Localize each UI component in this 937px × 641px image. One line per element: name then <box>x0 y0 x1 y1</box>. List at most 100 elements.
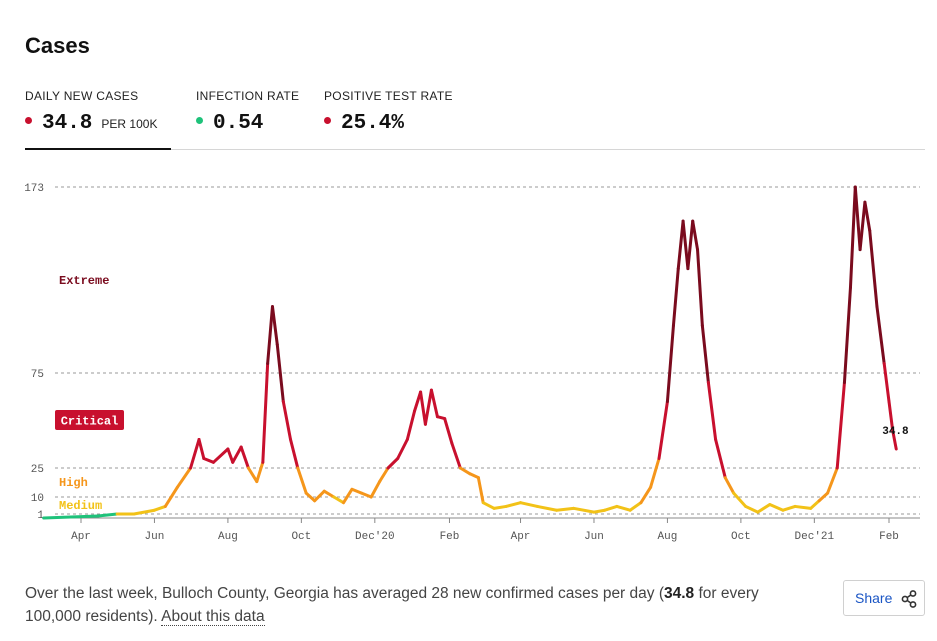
x-tick-label: Dec'20 <box>355 531 395 543</box>
series-segment <box>863 200 872 233</box>
series-segment <box>732 491 748 508</box>
series-segment <box>304 491 317 503</box>
series-segment <box>332 495 346 505</box>
series-segment <box>197 438 206 460</box>
series-segment <box>657 400 669 460</box>
series-segment <box>281 400 293 441</box>
series-segment <box>671 267 680 328</box>
series-segment <box>686 219 695 271</box>
tab-infection-rate[interactable]: INFECTION RATE 0.54 <box>196 80 306 150</box>
x-tick-label: Apr <box>511 531 531 543</box>
series-segment <box>266 305 274 366</box>
summary-highlight: 34.8 <box>664 585 695 602</box>
summary-text: Over the last week, Bulloch County, Geor… <box>25 582 815 628</box>
series-segment <box>875 305 886 366</box>
series-segment <box>535 504 559 512</box>
series-segment <box>152 504 167 512</box>
series-segment <box>781 504 797 512</box>
series-segment <box>519 501 539 508</box>
series-segment <box>405 409 417 441</box>
series-segment <box>868 229 879 309</box>
series-segment <box>386 457 400 470</box>
series-segment <box>696 248 704 328</box>
series-segment <box>891 428 898 451</box>
series-segment <box>842 286 852 384</box>
series-segment <box>681 219 690 271</box>
series-segment <box>468 472 480 480</box>
share-button[interactable]: Share <box>843 580 925 616</box>
series-segment <box>615 504 632 512</box>
series-segment <box>231 445 243 464</box>
level-label-high: High <box>59 476 88 490</box>
x-tick-label: Apr <box>71 531 91 543</box>
series-segment <box>255 460 265 484</box>
about-data-link[interactable]: About this data <box>161 608 265 626</box>
x-tick-label: Jun <box>145 531 165 543</box>
series-segment <box>275 343 285 403</box>
level-badge-critical <box>55 410 124 430</box>
series-segment <box>450 441 462 470</box>
series-segment <box>756 503 772 514</box>
y-tick-label: 75 <box>31 369 44 381</box>
series-segment <box>592 508 607 514</box>
series-segment <box>882 362 891 403</box>
series-segment <box>853 185 862 252</box>
series-segment <box>481 501 496 510</box>
level-label-medium: Medium <box>59 499 102 513</box>
series-segment <box>132 508 156 516</box>
series-segment <box>700 324 710 384</box>
tab-positive-test-rate[interactable]: POSITIVE TEST RATE 25.4% <box>324 80 459 150</box>
series-segment <box>423 388 433 426</box>
series-segment <box>492 504 508 510</box>
tab-label: DAILY NEW CASES <box>25 89 139 103</box>
series-segment <box>723 476 736 495</box>
series-segment <box>360 491 373 499</box>
x-tick-label: Oct <box>731 531 751 543</box>
latest-value-label: 34.8 <box>882 426 909 438</box>
series-segment <box>443 417 454 445</box>
series-segment <box>628 501 643 512</box>
series-segment <box>504 501 523 508</box>
series-segment <box>189 438 201 470</box>
series-segment <box>202 457 215 464</box>
series-segment <box>313 489 326 503</box>
y-tick-label: 173 <box>24 183 44 195</box>
series-segment <box>270 305 279 347</box>
cases-chart: 1 10 25 75 173 Apr Jun Aug Oct Dec'20 Feb Apr Jun Aug… <box>24 183 920 543</box>
series-segment <box>665 324 675 403</box>
series-segment <box>322 489 336 499</box>
summary-after: for every 100,000 residents). <box>25 585 759 625</box>
metric-tabs: DAILY NEW CASES 34.8 PER 100K INFECTION … <box>25 80 925 150</box>
x-tick-label: Aug <box>218 531 238 543</box>
tab-daily-new-cases[interactable]: DAILY NEW CASES 34.8 PER 100K <box>25 80 171 150</box>
series-segment <box>378 466 390 484</box>
series-segment <box>706 381 718 441</box>
series-segment <box>458 466 472 476</box>
series-segment <box>555 506 576 512</box>
dot-icon <box>324 117 331 124</box>
series-segment <box>396 438 409 460</box>
share-label: Share <box>855 590 893 606</box>
series-segment <box>369 480 382 499</box>
series-segment <box>239 445 250 470</box>
tab-value: 34.8 <box>42 112 93 135</box>
x-tick-label: Feb <box>879 531 899 543</box>
x-tick-label: Jun <box>584 531 604 543</box>
series-segment <box>261 362 270 464</box>
y-tick-label: 1 <box>37 510 44 522</box>
level-label-extreme: Extreme <box>59 274 109 288</box>
series-segment <box>714 438 727 480</box>
y-tick-label: 10 <box>31 493 44 505</box>
x-tick-label: Feb <box>440 531 460 543</box>
x-tick-label: Dec'21 <box>795 531 835 543</box>
series-segment <box>246 466 259 484</box>
series-segment <box>826 466 839 495</box>
series-segment <box>809 499 821 510</box>
dot-icon <box>25 117 32 124</box>
series-segment <box>289 438 300 470</box>
series-segment <box>572 506 596 514</box>
dot-icon <box>196 117 203 124</box>
y-tick-label: 25 <box>31 464 44 476</box>
series-segment <box>419 390 427 426</box>
series-segment <box>163 485 179 508</box>
